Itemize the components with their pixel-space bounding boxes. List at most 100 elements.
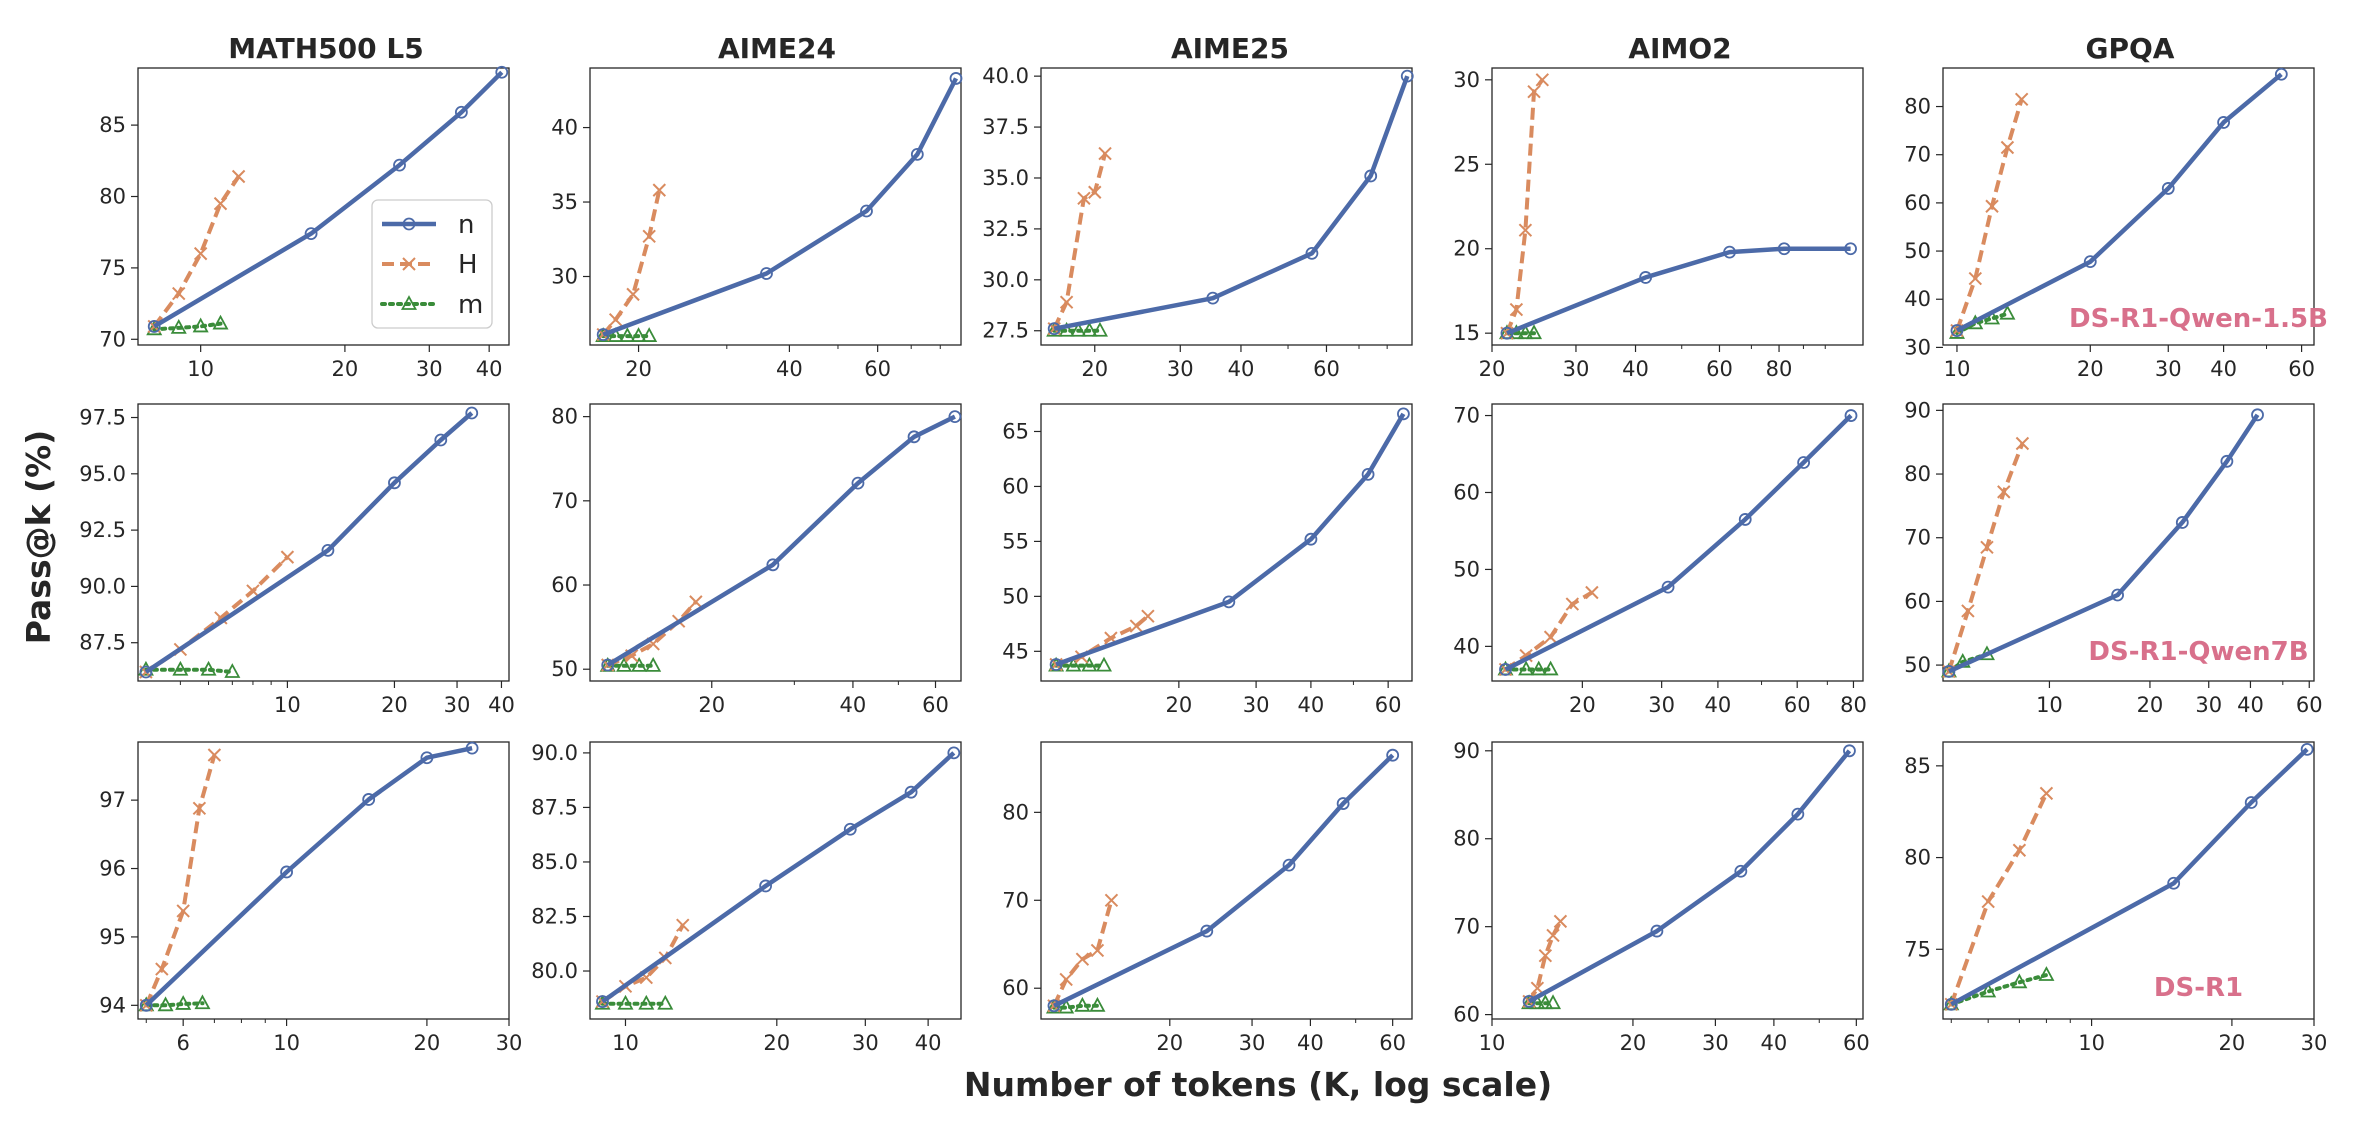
panel-2-3: 10 20 30 40 6060708090 — [1453, 739, 1869, 1055]
x-tick-label: 30 — [1243, 693, 1270, 717]
point-h — [1130, 620, 1142, 632]
y-tick-label: 85 — [1904, 754, 1931, 778]
x-tick-label: 30 — [852, 1031, 879, 1055]
y-tick-label: 80 — [1904, 846, 1931, 870]
y-tick-label: 32.5 — [982, 217, 1029, 241]
y-tick-label: 40 — [1453, 634, 1480, 658]
model-label: DS-R1 — [2154, 973, 2243, 1003]
model-label: DS-R1-Qwen-1.5B — [2069, 304, 2328, 334]
x-tick-label: 40 — [840, 693, 867, 717]
y-tick-label: 27.5 — [982, 319, 1029, 343]
y-tick-label: 70 — [551, 489, 578, 513]
point-h — [233, 171, 245, 183]
y-tick-label: 92.5 — [79, 518, 126, 542]
x-tick-label: 60 — [2296, 693, 2323, 717]
x-tick-label: 20 — [763, 1031, 790, 1055]
point-h — [1566, 598, 1578, 610]
model-label: DS-R1-Qwen7B — [2088, 637, 2308, 667]
y-tick-label: 25 — [1453, 152, 1480, 176]
x-tick-label: 30 — [496, 1031, 523, 1055]
y-tick-label: 37.5 — [982, 115, 1029, 139]
plot-frame — [1492, 68, 1863, 345]
series-line-H — [1957, 99, 2022, 330]
panel-0-1: 20 40 60303540 — [551, 68, 961, 381]
point-h — [1586, 587, 1598, 599]
x-tick-label: 40 — [1297, 1031, 1324, 1055]
point-h — [281, 551, 293, 563]
x-tick-label: 10 — [1479, 1031, 1506, 1055]
series-line-n — [1056, 414, 1403, 665]
x-tick-label: 40 — [476, 357, 503, 381]
x-tick-label: 60 — [1379, 1031, 1406, 1055]
x-tick-label: 20 — [332, 357, 359, 381]
x-tick-label: 40 — [1705, 693, 1732, 717]
point-n — [2276, 69, 2287, 80]
y-tick-label: 80 — [1002, 800, 1029, 824]
legend-label: H — [458, 250, 478, 280]
y-tick-label: 87.5 — [531, 795, 578, 819]
y-tick-label: 85.0 — [531, 850, 578, 874]
x-tick-label: 40 — [1622, 357, 1649, 381]
x-tick-label: 20 — [414, 1031, 441, 1055]
y-tick-label: 90.0 — [531, 741, 578, 765]
panel-1-2: 20 30 40 604550556065 — [1002, 404, 1412, 717]
x-tick-label: 10 — [612, 1031, 639, 1055]
y-tick-label: 70 — [99, 327, 126, 351]
x-tick-label: 10 — [274, 693, 301, 717]
y-tick-label: 94 — [99, 993, 126, 1017]
x-tick-label: 30 — [416, 357, 443, 381]
x-tick-label: 20 — [1479, 357, 1506, 381]
x-tick-label: 40 — [776, 357, 803, 381]
x-tick-label: 40 — [2210, 357, 2237, 381]
y-axis-label: Pass@k (%) — [19, 430, 58, 645]
series-line-n — [146, 413, 472, 672]
column-titles: MATH500 L5 AIME24 AIME25 AIMO2 GPQA — [228, 32, 2175, 65]
series-line-n — [1951, 749, 2307, 1004]
x-tick-label: 60 — [2288, 357, 2315, 381]
column-title: AIME24 — [718, 32, 836, 65]
y-tick-label: 60 — [1904, 589, 1931, 613]
y-tick-label: 40 — [1904, 287, 1931, 311]
x-tick-label: 80 — [1840, 693, 1867, 717]
x-tick-label: 20 — [2137, 693, 2164, 717]
panel-2-1: 10 20 30 4080.082.585.087.590.0 — [531, 741, 961, 1055]
legend: nHm — [372, 200, 492, 328]
panel-1-4: 10 20 30 40 605060708090DS-R1-Qwen7B — [1904, 398, 2322, 717]
y-tick-label: 70 — [1453, 404, 1480, 428]
plot-frame — [1041, 404, 1412, 681]
y-tick-label: 70 — [1002, 888, 1029, 912]
legend-label: n — [458, 210, 474, 240]
y-tick-label: 20 — [1453, 237, 1480, 261]
y-tick-label: 40 — [551, 116, 578, 140]
y-tick-label: 70 — [1904, 143, 1931, 167]
series-line-n — [1529, 751, 1849, 1002]
point-n — [948, 747, 959, 758]
panel-2-4: 10 20 30758085DS-R1 — [1904, 742, 2327, 1055]
y-tick-label: 30 — [1453, 68, 1480, 92]
column-title: AIMO2 — [1628, 32, 1731, 65]
plot-frame — [1492, 742, 1863, 1019]
x-tick-label: 30 — [444, 693, 471, 717]
x-tick-label: 60 — [864, 357, 891, 381]
y-tick-label: 30.0 — [982, 268, 1029, 292]
x-tick-label: 10 — [1944, 357, 1971, 381]
y-tick-label: 50 — [551, 657, 578, 681]
point-h — [1982, 896, 1994, 908]
series-line-H — [1507, 80, 1542, 333]
panel-2-2: 20 30 40 60607080 — [1002, 742, 1412, 1055]
y-tick-label: 50 — [1904, 239, 1931, 263]
plot-frame — [1041, 742, 1412, 1019]
x-tick-label: 30 — [1702, 1031, 1729, 1055]
y-tick-label: 80.0 — [531, 959, 578, 983]
y-tick-label: 82.5 — [531, 904, 578, 928]
x-tick-label: 30 — [1167, 357, 1194, 381]
point-n — [1844, 745, 1855, 756]
y-tick-label: 15 — [1453, 321, 1480, 345]
x-tick-label: 60 — [1843, 1031, 1870, 1055]
x-tick-label: 30 — [1563, 357, 1590, 381]
y-tick-label: 45 — [1002, 639, 1029, 663]
y-tick-label: 75 — [1904, 937, 1931, 961]
series-line-m — [1054, 1006, 1097, 1008]
x-tick-label: 40 — [2237, 693, 2264, 717]
